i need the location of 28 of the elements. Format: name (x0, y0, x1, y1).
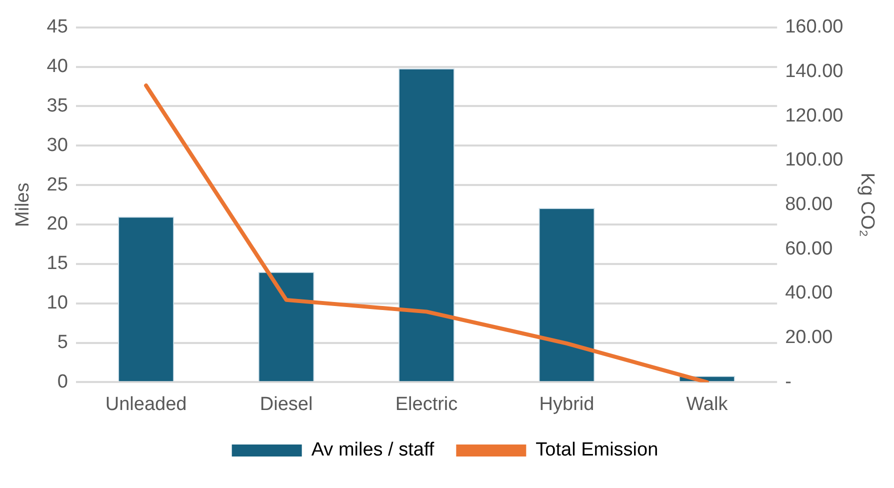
y2-tick-label: 20.00 (785, 327, 833, 348)
y-tick-label: 45 (46, 16, 68, 38)
legend-label: Total Emission (536, 440, 658, 461)
y2-tick-label: 60.00 (785, 238, 833, 260)
x-tick-label: Diesel (260, 394, 313, 415)
y2-tick-label: 40.00 (785, 282, 833, 304)
y-tick-label: 5 (57, 332, 68, 354)
y2-tick-label: 160.00 (785, 16, 844, 38)
y2-tick-label: 140.00 (785, 60, 844, 82)
y2-tick-label: 120.00 (785, 105, 844, 126)
y-axis-title: Miles (12, 182, 34, 227)
y-tick-label: 10 (46, 292, 68, 314)
y-tick-label: 40 (46, 56, 68, 78)
y-tick-label: 15 (46, 253, 68, 274)
y2-tick-label: - (785, 371, 792, 392)
x-tick-label: Walk (686, 394, 728, 415)
y-tick-label: 20 (46, 214, 68, 235)
y-tick-label: 25 (46, 174, 68, 196)
x-tick-label: Hybrid (539, 394, 594, 415)
legend-label: Av miles / staff (311, 440, 435, 461)
y2-tick-label: 100.00 (785, 150, 844, 171)
y-tick-label: 35 (46, 95, 68, 116)
y2-tick-label: 80.00 (785, 194, 833, 216)
y-tick-label: 0 (57, 371, 68, 392)
x-tick-label: Unleaded (105, 394, 187, 415)
y-tick-label: 30 (46, 134, 68, 156)
y2-axis-title: Kg CO₂ (856, 172, 878, 238)
x-tick-label: Electric (395, 394, 458, 415)
